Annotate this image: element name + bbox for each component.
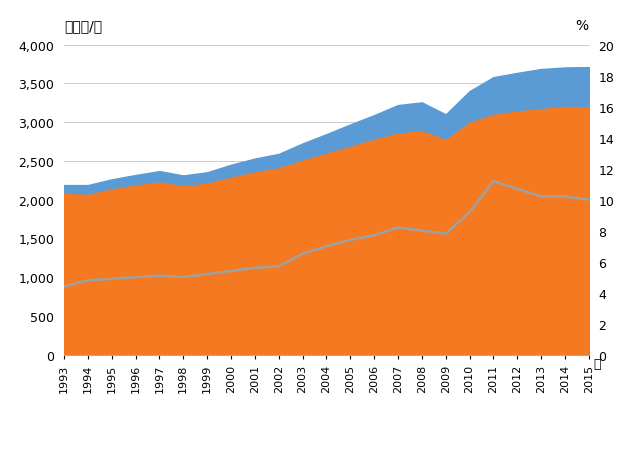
- Text: 十亿尿/年: 十亿尿/年: [64, 19, 102, 33]
- Text: 年: 年: [593, 358, 600, 371]
- Text: %: %: [575, 19, 589, 33]
